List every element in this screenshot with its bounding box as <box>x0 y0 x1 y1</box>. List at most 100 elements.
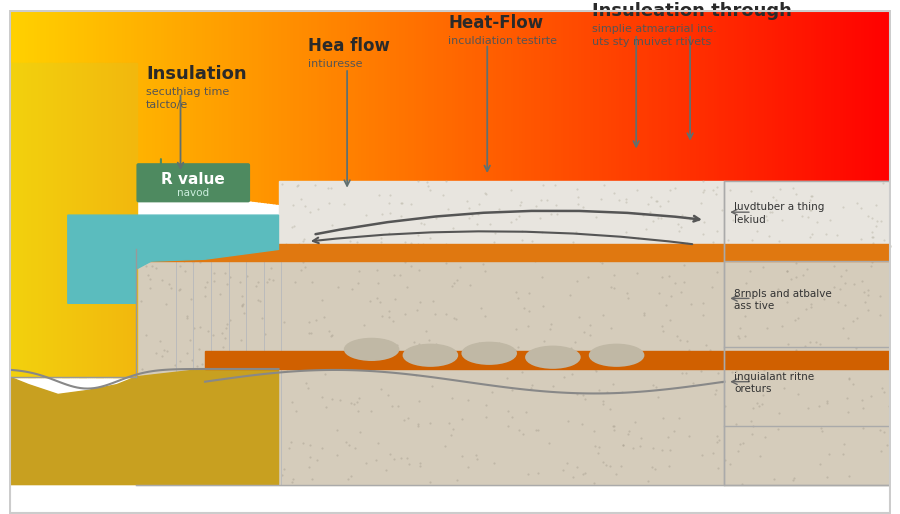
Polygon shape <box>870 10 873 249</box>
Bar <box>90 63 93 377</box>
Polygon shape <box>274 10 276 204</box>
Polygon shape <box>220 10 223 197</box>
Polygon shape <box>612 10 615 246</box>
Polygon shape <box>418 10 420 222</box>
Polygon shape <box>297 10 300 207</box>
Bar <box>86 63 88 377</box>
Polygon shape <box>262 10 265 203</box>
Polygon shape <box>76 10 79 180</box>
Bar <box>67 63 69 377</box>
Polygon shape <box>338 10 341 212</box>
Polygon shape <box>624 10 626 247</box>
Polygon shape <box>888 10 891 249</box>
Polygon shape <box>415 10 418 222</box>
Polygon shape <box>327 10 329 210</box>
Polygon shape <box>532 10 536 236</box>
Bar <box>26 63 29 377</box>
Polygon shape <box>662 10 664 249</box>
Bar <box>45 63 48 377</box>
Polygon shape <box>241 10 244 200</box>
Polygon shape <box>192 10 194 194</box>
Polygon shape <box>708 10 712 249</box>
Polygon shape <box>253 10 256 201</box>
Polygon shape <box>311 10 315 209</box>
Polygon shape <box>835 10 838 249</box>
Polygon shape <box>444 10 447 225</box>
Polygon shape <box>832 10 835 249</box>
Polygon shape <box>756 10 759 249</box>
Polygon shape <box>541 10 544 237</box>
Polygon shape <box>803 10 806 249</box>
Polygon shape <box>44 10 47 176</box>
Polygon shape <box>856 10 859 249</box>
Polygon shape <box>853 10 856 249</box>
Polygon shape <box>473 10 476 229</box>
Polygon shape <box>238 10 241 199</box>
Polygon shape <box>635 10 638 248</box>
Polygon shape <box>633 10 635 248</box>
Bar <box>128 63 130 377</box>
Bar <box>113 63 116 377</box>
Polygon shape <box>603 10 606 245</box>
Bar <box>98 63 101 377</box>
Polygon shape <box>682 10 685 249</box>
Text: Insuleation through: Insuleation through <box>592 2 792 20</box>
Bar <box>123 63 126 377</box>
Polygon shape <box>359 10 362 214</box>
Bar <box>58 63 60 377</box>
Polygon shape <box>35 10 39 175</box>
Polygon shape <box>768 10 770 249</box>
Polygon shape <box>79 10 83 180</box>
Polygon shape <box>174 10 176 192</box>
Polygon shape <box>773 10 777 249</box>
Polygon shape <box>15 10 18 172</box>
Polygon shape <box>332 10 336 211</box>
Polygon shape <box>600 10 603 244</box>
Polygon shape <box>724 10 726 249</box>
Polygon shape <box>303 10 306 208</box>
Polygon shape <box>850 10 853 249</box>
Text: intiuresse: intiuresse <box>308 59 363 69</box>
Polygon shape <box>865 10 868 249</box>
Polygon shape <box>94 10 97 182</box>
Polygon shape <box>206 10 209 196</box>
Polygon shape <box>544 10 547 237</box>
Polygon shape <box>512 10 515 233</box>
Polygon shape <box>547 10 550 237</box>
Polygon shape <box>453 10 456 226</box>
Polygon shape <box>385 10 388 218</box>
Polygon shape <box>673 10 677 249</box>
Polygon shape <box>406 10 409 220</box>
Text: simplie atmararial ins.
uts sty muivet rtivets: simplie atmararial ins. uts sty muivet r… <box>592 24 716 47</box>
Polygon shape <box>368 10 371 215</box>
Polygon shape <box>450 10 453 226</box>
Bar <box>120 63 122 377</box>
Polygon shape <box>244 10 248 200</box>
Bar <box>132 63 135 377</box>
Polygon shape <box>91 10 94 181</box>
Polygon shape <box>800 10 803 249</box>
Bar <box>22 63 24 377</box>
Polygon shape <box>123 10 127 186</box>
Polygon shape <box>362 10 364 215</box>
Polygon shape <box>594 10 597 244</box>
Polygon shape <box>770 10 773 249</box>
Polygon shape <box>104 10 106 183</box>
Polygon shape <box>256 10 259 202</box>
Polygon shape <box>65 10 68 178</box>
Polygon shape <box>39 10 41 175</box>
Polygon shape <box>74 10 76 179</box>
Polygon shape <box>691 10 694 249</box>
Polygon shape <box>471 10 473 228</box>
Text: inculdiation testirte: inculdiation testirte <box>448 36 557 46</box>
Polygon shape <box>309 10 311 208</box>
Polygon shape <box>68 10 71 178</box>
Polygon shape <box>248 10 250 200</box>
Polygon shape <box>109 10 112 183</box>
Polygon shape <box>127 10 130 186</box>
Polygon shape <box>132 10 135 187</box>
Polygon shape <box>485 10 488 230</box>
Polygon shape <box>668 10 670 249</box>
Polygon shape <box>488 10 491 230</box>
Polygon shape <box>223 10 227 198</box>
